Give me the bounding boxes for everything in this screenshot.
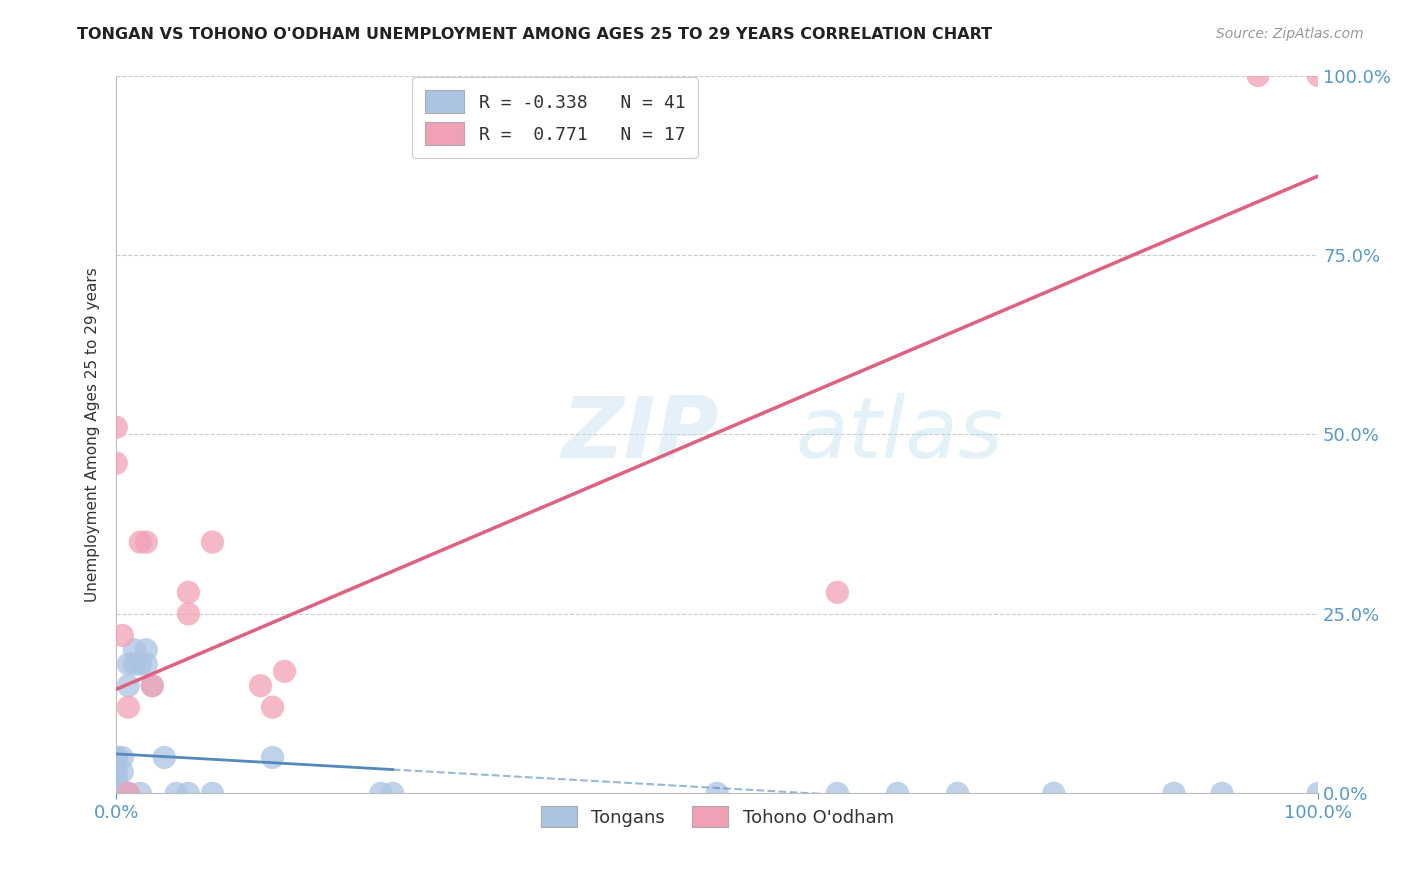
Point	[201, 786, 224, 800]
Point	[129, 786, 152, 800]
Point	[117, 786, 139, 800]
Point	[135, 642, 157, 657]
Point	[135, 657, 157, 672]
Point	[1308, 786, 1330, 800]
Point	[111, 750, 134, 764]
Point	[124, 657, 146, 672]
Point	[141, 679, 163, 693]
Text: TONGAN VS TOHONO O'ODHAM UNEMPLOYMENT AMONG AGES 25 TO 29 YEARS CORRELATION CHAR: TONGAN VS TOHONO O'ODHAM UNEMPLOYMENT AM…	[77, 27, 993, 42]
Y-axis label: Unemployment Among Ages 25 to 29 years: Unemployment Among Ages 25 to 29 years	[86, 267, 100, 602]
Point	[105, 772, 128, 786]
Point	[1163, 786, 1185, 800]
Point	[129, 535, 152, 549]
Point	[105, 456, 128, 470]
Point	[370, 786, 392, 800]
Legend: Tongans, Tohono O'odham: Tongans, Tohono O'odham	[533, 799, 901, 835]
Point	[249, 679, 271, 693]
Point	[706, 786, 728, 800]
Point	[117, 700, 139, 714]
Point	[177, 585, 200, 599]
Point	[886, 786, 908, 800]
Point	[117, 679, 139, 693]
Point	[111, 764, 134, 779]
Point	[1308, 69, 1330, 83]
Point	[105, 786, 128, 800]
Point	[105, 786, 128, 800]
Point	[262, 750, 284, 764]
Point	[165, 786, 187, 800]
Point	[827, 585, 849, 599]
Point	[153, 750, 176, 764]
Point	[177, 607, 200, 621]
Point	[105, 786, 128, 800]
Text: atlas: atlas	[796, 393, 1004, 476]
Point	[273, 665, 295, 679]
Point	[129, 657, 152, 672]
Point	[117, 786, 139, 800]
Point	[201, 535, 224, 549]
Point	[1042, 786, 1064, 800]
Point	[111, 786, 134, 800]
Text: ZIP: ZIP	[561, 393, 718, 476]
Point	[117, 786, 139, 800]
Point	[105, 750, 128, 764]
Point	[177, 786, 200, 800]
Point	[135, 535, 157, 549]
Point	[946, 786, 969, 800]
Point	[105, 420, 128, 434]
Point	[105, 786, 128, 800]
Point	[111, 628, 134, 642]
Point	[1211, 786, 1233, 800]
Point	[262, 700, 284, 714]
Point	[105, 786, 128, 800]
Point	[117, 657, 139, 672]
Point	[111, 786, 134, 800]
Point	[105, 764, 128, 779]
Point	[105, 750, 128, 764]
Point	[124, 642, 146, 657]
Point	[381, 786, 404, 800]
Point	[141, 679, 163, 693]
Point	[1247, 69, 1270, 83]
Point	[827, 786, 849, 800]
Point	[105, 786, 128, 800]
Text: Source: ZipAtlas.com: Source: ZipAtlas.com	[1216, 27, 1364, 41]
Point	[105, 786, 128, 800]
